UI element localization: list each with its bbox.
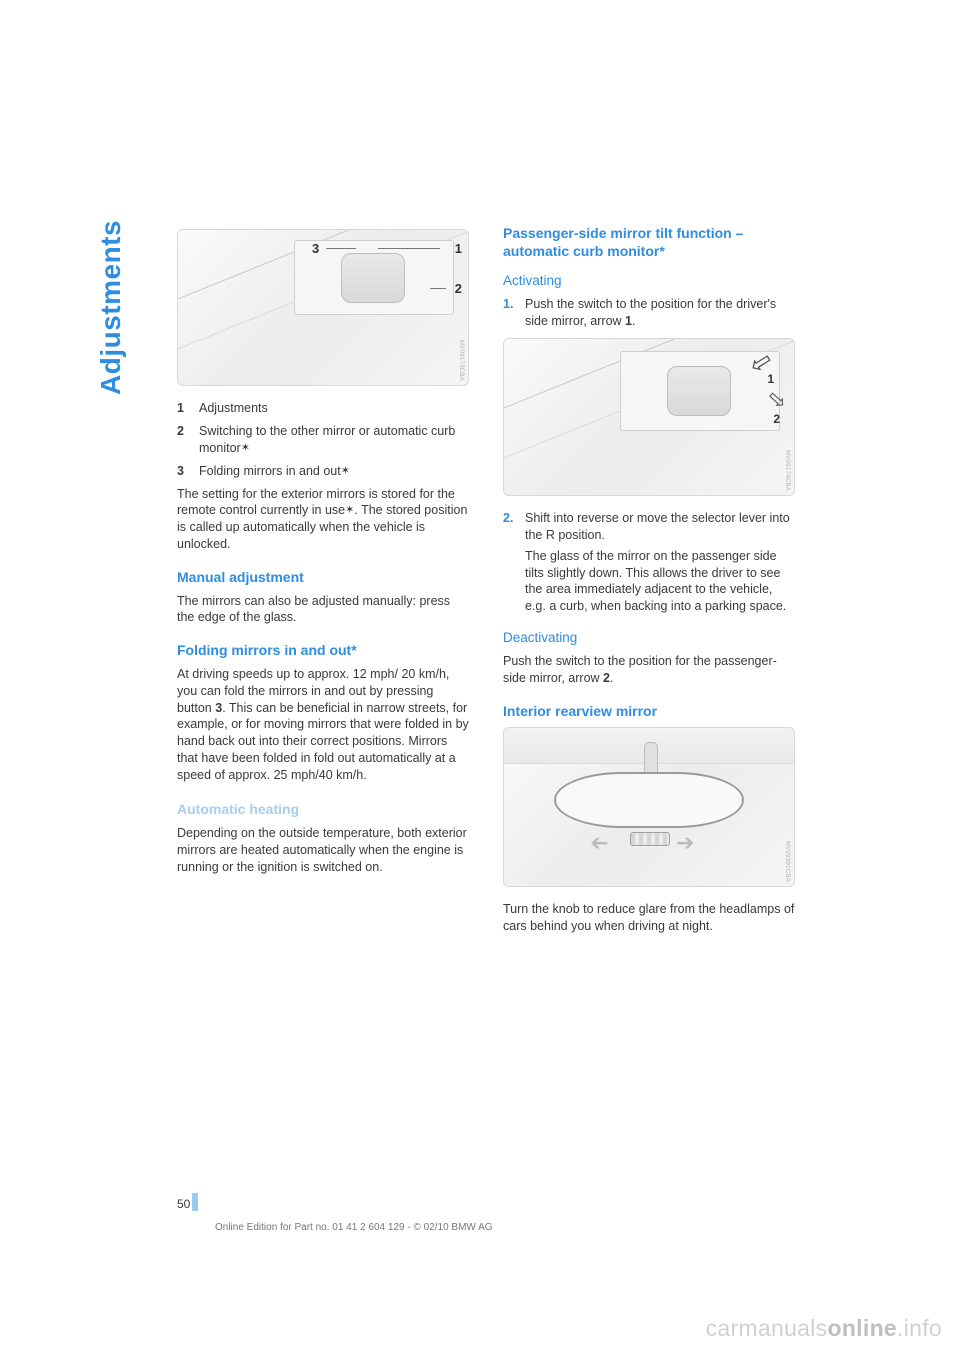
mirror-knob bbox=[341, 253, 405, 303]
heading-tilt-function: Passenger-side mirror tilt function – au… bbox=[503, 225, 795, 260]
text: Folding mirrors in and out bbox=[199, 464, 341, 478]
page: Adjustments 1 2 3 MV09173CBA 1 Adjustmen… bbox=[0, 0, 960, 1358]
list-item: 3 Folding mirrors in and out✶ bbox=[177, 463, 469, 480]
watermark: carmanualsonline.info bbox=[706, 1315, 942, 1342]
page-number-wrap: 50 bbox=[177, 1193, 198, 1211]
footnote-marker-icon: ✶ bbox=[241, 442, 250, 454]
paragraph: Depending on the outside temperature, bo… bbox=[177, 825, 469, 876]
footer-text: Online Edition for Part no. 01 41 2 604 … bbox=[215, 1222, 493, 1233]
text: Push the switch to the position for the … bbox=[503, 654, 777, 685]
heading-deactivating: Deactivating bbox=[503, 629, 795, 647]
figure-code: MV09174CBA bbox=[783, 450, 791, 491]
footnote-marker-icon: ✶ bbox=[341, 465, 350, 477]
figure-code: MV09391CBA bbox=[783, 841, 791, 882]
section-title: Adjustments bbox=[95, 220, 127, 395]
text: Passenger-side mirror tilt function – bbox=[503, 225, 743, 241]
text: . bbox=[632, 314, 635, 328]
step-text: Push the switch to the position for the … bbox=[525, 296, 795, 330]
arrow-icon: ➔ bbox=[676, 828, 694, 858]
heading-activating: Activating bbox=[503, 272, 795, 290]
list-text: Switching to the other mirror or automat… bbox=[199, 423, 469, 457]
right-column: Passenger-side mirror tilt function – au… bbox=[503, 225, 795, 944]
callout-label: 1 bbox=[455, 240, 462, 258]
step-text: Shift into reverse or move the selector … bbox=[525, 510, 795, 615]
text: . bbox=[610, 671, 613, 685]
figure-code: MV09173CBA bbox=[457, 340, 465, 381]
list-item: 1 Adjustments bbox=[177, 400, 469, 417]
page-number-bar bbox=[192, 1193, 198, 1211]
list-number: 3 bbox=[177, 463, 199, 480]
figure-mirror-switch: ⇦ 1 ⇨ 2 MV09174CBA bbox=[503, 338, 795, 496]
step-number: 1. bbox=[503, 296, 525, 330]
watermark-part: .info bbox=[897, 1315, 942, 1341]
text: Shift into reverse or move the selector … bbox=[525, 510, 795, 544]
callout-label: 3 bbox=[312, 240, 319, 258]
text: Push the switch to the position for the … bbox=[525, 297, 776, 328]
text: The glass of the mirror on the passenger… bbox=[525, 549, 786, 614]
heading-automatic-heating: Automatic heating bbox=[177, 800, 469, 819]
paragraph: The setting for the exterior mirrors is … bbox=[177, 486, 469, 554]
mirror-glass bbox=[554, 772, 744, 828]
text-bold: 1 bbox=[625, 314, 632, 328]
list-number: 2 bbox=[177, 423, 199, 457]
arrow-icon: ➔ bbox=[590, 828, 608, 858]
mirror-knob bbox=[630, 832, 670, 846]
left-column: 1 2 3 MV09173CBA 1 Adjustments 2 Switchi… bbox=[177, 229, 469, 885]
paragraph: Turn the knob to reduce glare from the h… bbox=[503, 901, 795, 935]
figure-interior-mirror: ➔ ➔ MV09391CBA bbox=[503, 727, 795, 887]
text: Switching to the other mirror or automat… bbox=[199, 424, 455, 455]
text: automatic curb monitor* bbox=[503, 243, 665, 259]
paragraph: At driving speeds up to approx. 12 mph/ … bbox=[177, 666, 469, 784]
heading-manual-adjustment: Manual adjustment bbox=[177, 569, 469, 587]
mirror-stem bbox=[644, 742, 658, 776]
callout-label: 2 bbox=[773, 411, 780, 427]
paragraph: Push the switch to the position for the … bbox=[503, 653, 795, 687]
page-number: 50 bbox=[177, 1197, 190, 1211]
paragraph: The mirrors can also be adjusted manuall… bbox=[177, 593, 469, 627]
watermark-part: carmanuals bbox=[706, 1315, 828, 1341]
callout-line bbox=[326, 248, 356, 249]
callout-line bbox=[378, 248, 440, 249]
mirror-knob bbox=[667, 366, 731, 416]
list-text: Adjustments bbox=[199, 400, 469, 417]
callout-line bbox=[430, 288, 446, 289]
step-number: 2. bbox=[503, 510, 525, 615]
heading-interior-mirror: Interior rearview mirror bbox=[503, 703, 795, 721]
figure-mirror-controls: 1 2 3 MV09173CBA bbox=[177, 229, 469, 386]
list-item: 2 Switching to the other mirror or autom… bbox=[177, 423, 469, 457]
footnote-marker-icon: ✶ bbox=[345, 504, 354, 516]
text-bold: 2 bbox=[603, 671, 610, 685]
step-item: 1. Push the switch to the position for t… bbox=[503, 296, 795, 330]
list-number: 1 bbox=[177, 400, 199, 417]
callout-label: 1 bbox=[767, 371, 774, 387]
heading-folding-mirrors: Folding mirrors in and out* bbox=[177, 642, 469, 660]
watermark-part: online bbox=[827, 1315, 897, 1341]
list-text: Folding mirrors in and out✶ bbox=[199, 463, 469, 480]
callout-label: 2 bbox=[455, 280, 462, 298]
step-item: 2. Shift into reverse or move the select… bbox=[503, 510, 795, 615]
